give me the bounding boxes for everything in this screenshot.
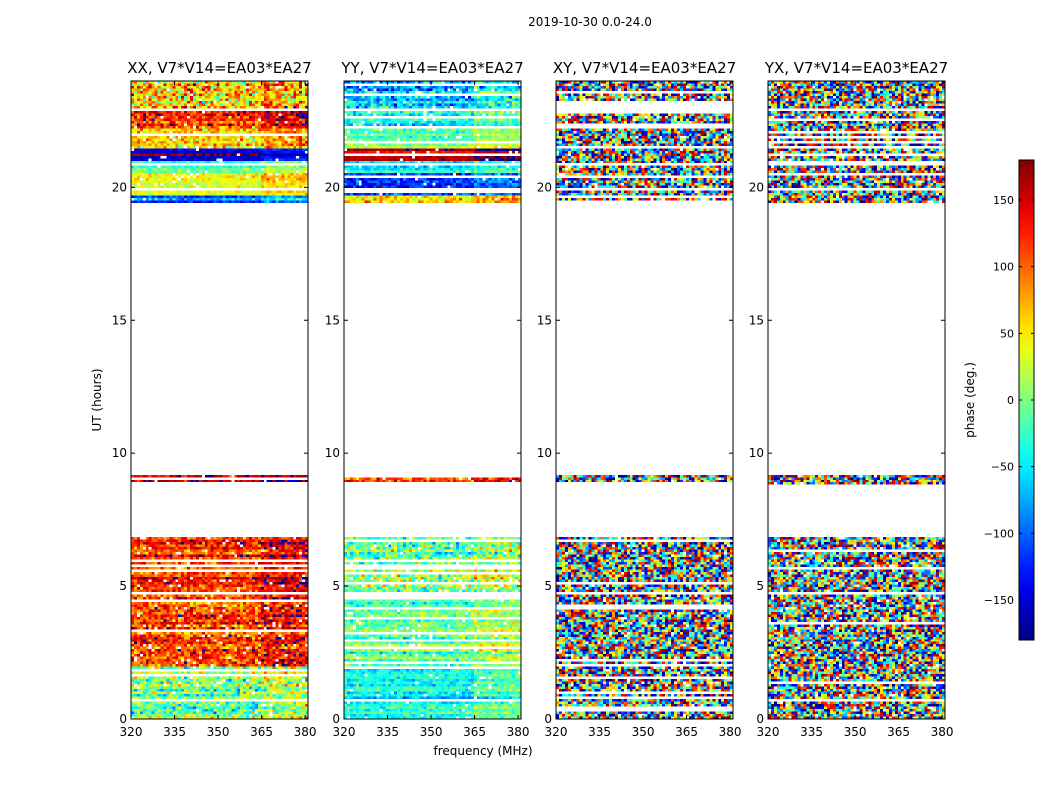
panel-4: YX, V7*V14=EA03*EA27 320 335 350 365 380 0 5 10 1… bbox=[749, 59, 954, 739]
panel-2: YY, V7*V14=EA03*EA27 320 335 350 365 380 0 5 10 1… bbox=[325, 59, 530, 739]
x-tick-label: 335 bbox=[800, 725, 823, 739]
panels: XX, V7*V14=EA03*EA27 320 335 350 365 380 0 5 10 1… bbox=[112, 59, 954, 739]
panel-title: YX, V7*V14=EA03*EA27 bbox=[764, 59, 948, 77]
y-tick-label: 0 bbox=[119, 712, 127, 726]
y-tick-label: 0 bbox=[332, 712, 340, 726]
x-tick-label: 350 bbox=[207, 725, 230, 739]
axes-frame bbox=[130, 80, 309, 720]
y-tick-label: 5 bbox=[332, 579, 340, 593]
y-tick-label: 10 bbox=[749, 446, 764, 460]
panel-title: YY, V7*V14=EA03*EA27 bbox=[340, 59, 523, 77]
x-tick-label: 320 bbox=[545, 725, 568, 739]
y-tick-label: 20 bbox=[112, 180, 127, 194]
x-tick-label: 365 bbox=[887, 725, 910, 739]
x-tick-label: 350 bbox=[420, 725, 443, 739]
axes-frame bbox=[555, 80, 734, 720]
y-tick-label: 20 bbox=[537, 180, 552, 194]
axes-frame bbox=[343, 80, 522, 720]
heatmap-image bbox=[556, 81, 733, 719]
x-tick-label: 365 bbox=[675, 725, 698, 739]
y-tick-label: 0 bbox=[544, 712, 552, 726]
panel-1: XX, V7*V14=EA03*EA27 320 335 350 365 380 0 5 10 1… bbox=[112, 59, 317, 739]
x-tick-label: 335 bbox=[588, 725, 611, 739]
y-tick-label: 20 bbox=[325, 180, 340, 194]
x-tick-label: 320 bbox=[333, 725, 356, 739]
y-tick-label: 15 bbox=[112, 313, 127, 327]
y-axis-label: UT (hours) bbox=[90, 368, 104, 431]
colorbar-label: phase (deg.) bbox=[963, 362, 977, 438]
y-tick-label: 10 bbox=[325, 446, 340, 460]
x-tick-label: 380 bbox=[931, 725, 954, 739]
x-tick-label: 380 bbox=[294, 725, 317, 739]
x-tick-label: 350 bbox=[844, 725, 867, 739]
panel-3: XY, V7*V14=EA03*EA27 320 335 350 365 380 0 5 10 1… bbox=[537, 59, 742, 739]
y-tick-label: 5 bbox=[544, 579, 552, 593]
colorbar-tick-label: −50 bbox=[991, 461, 1014, 474]
x-tick-label: 320 bbox=[757, 725, 780, 739]
y-tick-label: 5 bbox=[119, 579, 127, 593]
heatmap-image bbox=[768, 81, 945, 719]
colorbar-tick-label: 50 bbox=[1000, 327, 1014, 340]
y-tick-label: 15 bbox=[537, 313, 552, 327]
heatmap-image bbox=[344, 81, 521, 719]
figure-suptitle: 2019-10-30 0.0-24.0 bbox=[528, 15, 652, 29]
x-tick-label: 350 bbox=[632, 725, 655, 739]
x-tick-label: 335 bbox=[163, 725, 186, 739]
x-tick-label: 380 bbox=[719, 725, 742, 739]
y-tick-label: 15 bbox=[749, 313, 764, 327]
x-tick-label: 335 bbox=[376, 725, 399, 739]
axes-frame bbox=[767, 80, 946, 720]
y-tick-label: 20 bbox=[749, 180, 764, 194]
colorbar-tick-label: 0 bbox=[1007, 394, 1014, 407]
x-tick-label: 380 bbox=[507, 725, 530, 739]
x-tick-label: 365 bbox=[463, 725, 486, 739]
y-tick-label: 0 bbox=[756, 712, 764, 726]
y-tick-label: 10 bbox=[112, 446, 127, 460]
panel-title: XX, V7*V14=EA03*EA27 bbox=[127, 59, 311, 77]
colorbar-tick-label: −100 bbox=[984, 527, 1014, 540]
x-axis-label: frequency (MHz) bbox=[433, 744, 532, 758]
x-tick-label: 365 bbox=[250, 725, 273, 739]
panel-title: XY, V7*V14=EA03*EA27 bbox=[553, 59, 736, 77]
heatmap-image bbox=[131, 81, 308, 719]
y-tick-label: 5 bbox=[756, 579, 764, 593]
colorbar-tick-label: −150 bbox=[984, 594, 1014, 607]
x-tick-label: 320 bbox=[120, 725, 143, 739]
colorbar: −150 −100 −50 0 50 100 150 bbox=[984, 159, 1035, 641]
colorbar-tick-label: 100 bbox=[993, 261, 1014, 274]
colorbar-tick-label: 150 bbox=[993, 194, 1014, 207]
y-tick-label: 15 bbox=[325, 313, 340, 327]
y-tick-label: 10 bbox=[537, 446, 552, 460]
